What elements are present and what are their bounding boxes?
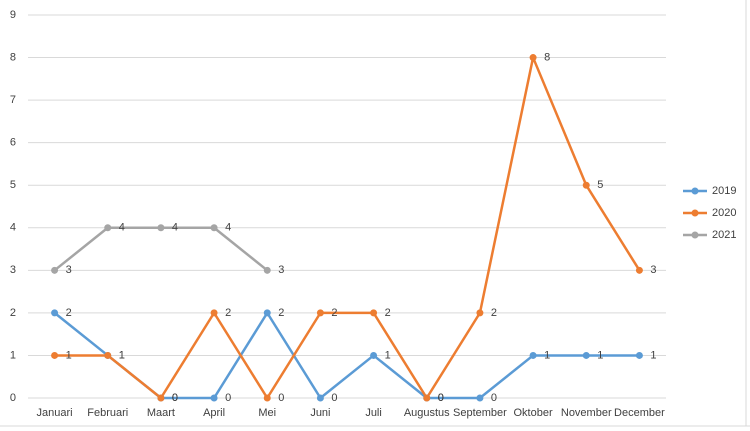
data-point	[157, 224, 165, 232]
data-point	[104, 224, 112, 232]
data-label: 4	[119, 222, 125, 234]
data-label: 0	[172, 392, 178, 404]
data-point	[51, 266, 59, 274]
data-label: 4	[172, 222, 178, 234]
data-label: 3	[66, 264, 72, 276]
data-label: 1	[385, 349, 391, 361]
x-tick-label: Mei	[258, 407, 276, 419]
legend-label: 2021	[712, 229, 736, 241]
data-label: 0	[438, 392, 444, 404]
legend-marker	[691, 209, 699, 217]
data-point	[423, 394, 431, 402]
data-label: 1	[119, 349, 125, 361]
data-point	[635, 266, 643, 274]
data-label: 0	[225, 392, 231, 404]
data-label: 5	[597, 179, 603, 191]
data-point	[476, 394, 484, 402]
x-tick-label: Februari	[87, 407, 128, 419]
data-label: 8	[544, 51, 550, 63]
x-tick-label: Juni	[310, 407, 330, 419]
series-line	[54, 56, 641, 400]
data-label: 2	[278, 307, 284, 319]
data-label: 1	[544, 349, 550, 361]
x-tick-label: December	[614, 407, 665, 419]
data-point	[210, 224, 218, 232]
data-point	[370, 309, 378, 317]
data-label: 2	[385, 307, 391, 319]
data-label: 0	[172, 392, 178, 404]
y-tick-label: 6	[10, 137, 16, 149]
data-label: 2	[491, 307, 497, 319]
data-label: 1	[597, 349, 603, 361]
data-label: 1	[650, 349, 656, 361]
x-tick-label: Augustus	[404, 407, 450, 419]
y-tick-label: 3	[10, 264, 16, 276]
legend-marker	[691, 187, 699, 195]
y-tick-label: 0	[10, 392, 16, 404]
data-point	[263, 309, 271, 317]
data-label: 0	[491, 392, 497, 404]
data-label: 2	[66, 307, 72, 319]
data-point	[370, 351, 378, 359]
data-label: 1	[119, 349, 125, 361]
y-tick-label: 7	[10, 94, 16, 106]
data-point	[316, 394, 324, 402]
data-point	[529, 351, 537, 359]
data-label: 2	[225, 307, 231, 319]
y-tick-label: 5	[10, 179, 16, 191]
x-tick-label: November	[561, 407, 612, 419]
data-point	[51, 309, 59, 317]
data-point	[263, 394, 271, 402]
data-label: 2	[331, 307, 337, 319]
y-tick-label: 9	[10, 9, 16, 21]
x-tick-label: Maart	[147, 407, 175, 419]
data-point	[316, 309, 324, 317]
x-tick-label: Juli	[365, 407, 382, 419]
data-label: 3	[650, 264, 656, 276]
data-point	[51, 351, 59, 359]
data-point	[635, 351, 643, 359]
data-point	[476, 309, 484, 317]
data-label: 0	[278, 392, 284, 404]
x-tick-label: September	[453, 407, 507, 419]
legend-marker	[691, 231, 699, 239]
x-tick-label: Oktober	[514, 407, 553, 419]
data-point	[263, 266, 271, 274]
data-point	[210, 309, 218, 317]
data-point	[210, 394, 218, 402]
y-tick-label: 1	[10, 349, 16, 361]
legend-label: 2020	[712, 207, 736, 219]
y-tick-label: 4	[10, 222, 16, 234]
y-tick-label: 2	[10, 307, 16, 319]
data-point	[582, 181, 590, 189]
x-tick-label: April	[203, 407, 225, 419]
data-label: 0	[331, 392, 337, 404]
x-tick-label: Januari	[37, 407, 73, 419]
data-point	[529, 54, 537, 62]
data-point	[582, 351, 590, 359]
data-label: 1	[66, 349, 72, 361]
y-tick-label: 8	[10, 51, 16, 63]
data-point	[104, 351, 112, 359]
data-label: 3	[278, 264, 284, 276]
legend-label: 2019	[712, 185, 736, 197]
data-point	[157, 394, 165, 402]
data-label: 0	[438, 392, 444, 404]
data-label: 4	[225, 222, 231, 234]
